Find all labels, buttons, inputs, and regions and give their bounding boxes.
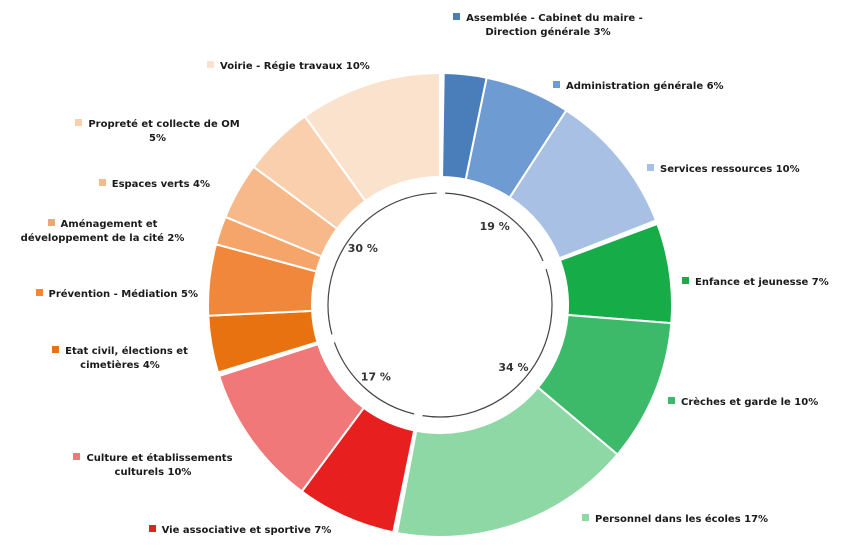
label-text-7: Culture et établissements culturels 10% <box>86 453 233 478</box>
group-arc-1 <box>422 268 553 418</box>
legend-swatch-13 <box>207 61 214 68</box>
legend-swatch-10 <box>47 219 55 226</box>
label-text-12: Propreté et collecte de OM 5% <box>88 119 240 144</box>
group-arc-3 <box>327 192 437 335</box>
label-text-10: Aménagement et développement de la cité … <box>20 219 185 244</box>
label-text-9: Prévention - Médiation 5% <box>48 289 199 300</box>
legend-label-9: Prévention - Médiation 5% <box>6 288 198 302</box>
group-arc-0 <box>445 192 544 262</box>
label-text-8: Etat civil, élections et cimetières 4% <box>65 346 188 371</box>
legend-swatch-5 <box>582 514 589 521</box>
group-label-0: 19 % <box>480 220 510 233</box>
donut-slice-7 <box>217 342 366 493</box>
legend-label-1: Administration générale 6% <box>553 80 783 94</box>
legend-swatch-4 <box>668 397 675 404</box>
legend-label-2: Services ressources 10% <box>647 163 837 177</box>
legend-swatch-8 <box>52 346 60 353</box>
group-arc-2 <box>333 342 415 415</box>
legend-label-3: Enfance et jeunesse 7% <box>682 276 852 290</box>
label-text-4: Crèches et garde le 10% <box>681 397 819 408</box>
label-text-5: Personnel dans les écoles 17% <box>595 514 769 525</box>
group-label-1: 34 % <box>498 361 528 374</box>
legend-swatch-0 <box>453 13 461 20</box>
legend-swatch-11 <box>98 179 106 186</box>
legend-label-6: Vie associative et sportive 7% <box>140 524 340 538</box>
label-text-0: Assemblée - Cabinet du maire - Direction… <box>466 13 643 38</box>
legend-swatch-1 <box>553 81 560 88</box>
donut-slice-13 <box>303 71 441 203</box>
legend-label-11: Espaces verts 4% <box>60 178 210 192</box>
legend-swatch-2 <box>647 164 654 171</box>
legend-swatch-7 <box>73 453 81 460</box>
legend-swatch-12 <box>75 119 83 126</box>
legend-label-0: Assemblée - Cabinet du maire - Direction… <box>448 12 648 40</box>
legend-label-4: Crèches et garde le 10% <box>668 396 853 410</box>
group-label-2: 17 % <box>361 370 391 383</box>
legend-swatch-6 <box>148 525 156 532</box>
legend-label-13: Voirie - Régie travaux 10% <box>207 60 407 74</box>
legend-swatch-3 <box>682 277 689 284</box>
label-text-1: Administration générale 6% <box>566 81 724 92</box>
label-text-13: Voirie - Régie travaux 10% <box>220 61 370 72</box>
label-text-3: Enfance et jeunesse 7% <box>695 277 829 288</box>
label-text-11: Espaces verts 4% <box>111 179 210 190</box>
legend-label-7: Culture et établissements culturels 10% <box>58 452 248 480</box>
legend-label-10: Aménagement et développement de la cité … <box>10 218 195 246</box>
group-label-3: 30 % <box>348 242 378 255</box>
donut-slice-5 <box>395 386 619 538</box>
label-text-2: Services ressources 10% <box>660 164 800 175</box>
label-text-6: Vie associative et sportive 7% <box>161 525 332 536</box>
legend-label-5: Personnel dans les écoles 17% <box>582 513 782 527</box>
legend-label-8: Etat civil, élections et cimetières 4% <box>30 345 210 373</box>
legend-swatch-9 <box>35 289 43 296</box>
legend-label-12: Propreté et collecte de OM 5% <box>70 118 245 146</box>
donut-slice-2 <box>508 109 658 260</box>
